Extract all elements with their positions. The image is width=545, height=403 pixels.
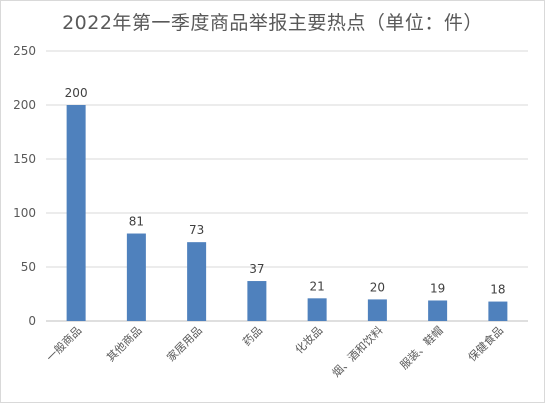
category-labels: 一般商品 其他商品 家居用品 药品 化妆品 烟、酒和饮料 服装、鞋帽 保健食品 — [43, 323, 506, 380]
category-label: 家居用品 — [164, 323, 205, 364]
data-label: 20 — [370, 280, 385, 294]
data-label: 21 — [309, 279, 324, 293]
bar — [367, 299, 387, 321]
bars — [66, 105, 508, 321]
data-label: 18 — [490, 283, 505, 297]
y-tick-label: 250 — [13, 44, 36, 58]
data-labels: 200 81 73 37 21 20 19 18 — [65, 86, 506, 297]
category-label: 保健食品 — [465, 323, 506, 364]
bar — [307, 298, 327, 321]
bar — [428, 300, 448, 321]
bar — [187, 242, 207, 321]
data-label: 73 — [189, 223, 204, 237]
y-tick-label: 200 — [13, 98, 36, 112]
category-label: 其他商品 — [103, 323, 144, 364]
chart-title: 2022年第一季度商品举报主要热点（单位：件） — [62, 12, 483, 34]
data-label: 81 — [129, 215, 144, 229]
category-label: 一般商品 — [43, 323, 84, 364]
data-label: 200 — [65, 86, 88, 100]
y-tick-label: 0 — [28, 314, 36, 328]
category-label: 服装、鞋帽 — [397, 323, 446, 372]
bar — [247, 281, 267, 321]
category-label: 化妆品 — [292, 323, 325, 356]
category-label: 药品 — [240, 324, 265, 349]
category-label: 烟、酒和饮料 — [329, 323, 386, 380]
y-axis-ticks: 0 50 100 150 200 250 — [13, 44, 36, 328]
gridlines — [46, 50, 528, 322]
bar — [66, 105, 86, 321]
y-tick-label: 50 — [21, 260, 36, 274]
data-label: 37 — [249, 262, 264, 276]
data-label: 19 — [430, 281, 445, 295]
y-tick-label: 100 — [13, 206, 36, 220]
bar — [488, 301, 508, 321]
bar — [126, 233, 146, 321]
y-tick-label: 150 — [13, 152, 36, 166]
